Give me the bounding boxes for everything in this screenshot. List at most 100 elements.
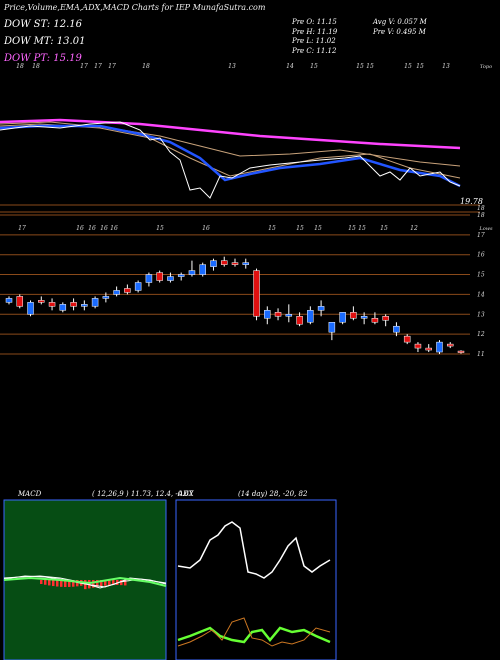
candle-body (350, 312, 357, 319)
adx-line (177, 521, 331, 579)
macd-histogram-bar (84, 580, 87, 590)
macd-histogram-bar (64, 580, 67, 587)
stat-value: 11.12 (316, 46, 337, 55)
candle-body (145, 274, 153, 283)
ema-top-label: 18 (32, 63, 40, 70)
candle-body (91, 298, 99, 307)
ema-top-label: 15 (416, 63, 424, 70)
candle-body (328, 321, 336, 333)
chart-title: Price,Volume,EMA,ADX,MACD Charts for IEP… (4, 3, 266, 12)
dow-mt-value: 13.01 (56, 36, 86, 47)
ema-y-tick: 18 (477, 205, 485, 212)
macd-histogram-bar (44, 580, 47, 585)
candle-body (5, 298, 13, 303)
stat-label: Pre L: (292, 37, 314, 45)
candle-body (38, 300, 45, 303)
ema-top-label: 15 (356, 63, 364, 70)
adx-title: ADX (178, 490, 194, 498)
candle-body (70, 302, 77, 307)
ema-bottom-label: 15 (358, 225, 366, 232)
ema-bottom-label: Lows (478, 226, 493, 232)
ema-top-label: 18 (16, 63, 24, 70)
ema-top-label: 17 (94, 63, 102, 70)
stat-value: 11.15 (316, 18, 337, 26)
macd-histogram-bar (124, 580, 127, 586)
candle-body (382, 316, 389, 321)
ema-bottom-label: 16 (76, 225, 84, 232)
candle-body (16, 296, 24, 307)
macd-panel (3, 499, 167, 660)
stat-pre-high: Pre H: 11.19 (292, 28, 337, 38)
price-y-tick: 14 (477, 291, 485, 298)
adx-background (175, 499, 337, 660)
macd-histogram-bar (60, 580, 63, 587)
stat-value: 0.495 M (396, 27, 426, 36)
price-y-tick: 17 (477, 232, 485, 239)
candle-body (210, 260, 217, 267)
stat-label: Pre C: (292, 46, 315, 55)
price-y-tick: 18 (477, 212, 485, 219)
stat-label: Pre O: (292, 18, 315, 26)
stat-value: 11.19 (317, 27, 338, 36)
dow-pt-value: 15.19 (53, 53, 82, 64)
macd-histogram-bar (120, 580, 123, 586)
macd-title: MACD (18, 490, 42, 498)
ema-bottom-label: 16 (88, 225, 96, 232)
macd-histogram-bar (68, 580, 71, 587)
candle-body (317, 306, 325, 311)
candle-body (264, 310, 271, 319)
ema-short-line (0, 124, 461, 188)
candle-body (403, 335, 411, 343)
stat-avg-volume: Avg V: 0.057 M (373, 18, 427, 28)
candle-body (436, 341, 443, 353)
price-line (0, 121, 461, 199)
price-panel: 18 17 16 15 14 13 12 11 (0, 212, 485, 358)
dow-st-label: DOW ST: (4, 19, 51, 30)
candle-body (134, 282, 142, 291)
adx-panel (175, 499, 337, 660)
price-y-tick: 16 (477, 252, 485, 259)
candle-body (360, 316, 368, 319)
ema-top-label: 13 (228, 63, 236, 70)
macd-histogram-bar (40, 580, 43, 584)
ema-bottom-label: 16 (202, 225, 210, 232)
macd-histogram-bar (48, 580, 51, 586)
ema-bottom-label: 15 (348, 225, 356, 232)
candle-body (167, 276, 174, 281)
stat-pre-close: Pre C: 11.12 (292, 47, 337, 57)
dow-mt: DOW MT: 13.01 (4, 36, 85, 47)
candle-body (393, 325, 400, 333)
ema-bottom-label: 17 (18, 225, 26, 232)
ema-top-label: 15 (404, 63, 412, 70)
plus-di-line (177, 626, 331, 644)
ema-bottom-label: 15 (156, 225, 164, 232)
ema-top-label: 18 (142, 63, 150, 70)
candle-body (296, 316, 303, 325)
macd-histogram-bar (72, 580, 75, 587)
stats-left: Pre O: 11.15 Pre H: 11.19 Pre L: 11.02 P… (292, 18, 337, 56)
ema-bottom-label: 15 (268, 225, 276, 232)
ema-bottom-label: 15 (380, 225, 388, 232)
ema-top-label: 15 (310, 63, 318, 70)
dow-pt-label: DOW PT: (4, 53, 51, 64)
ema-y-tick: 19.78 (460, 197, 483, 206)
candle-body (27, 302, 34, 315)
ema-top-label: 15 (366, 63, 374, 70)
macd-params: ( 12,26,9 ) 11.73, 12.4, -0.67 (92, 490, 194, 498)
candle-body (274, 312, 282, 317)
candle-body (199, 264, 206, 275)
macd-green-line (3, 576, 167, 587)
macd-histogram-bar (96, 580, 99, 587)
candle-body (371, 318, 379, 323)
macd-histogram-bar (56, 580, 59, 587)
price-y-tick: 13 (477, 311, 485, 318)
macd-histogram-bar (92, 580, 95, 588)
stat-pre-open: Pre O: 11.15 (292, 18, 337, 28)
candle-body (81, 304, 88, 307)
ema-top-label: 14 (286, 63, 294, 70)
ema-bottom-label: 15 (314, 225, 322, 232)
ema-bottom-label: 12 (410, 225, 418, 232)
ema-top-label: 13 (442, 63, 450, 70)
macd-histogram-bar (112, 580, 115, 586)
candle-body (242, 262, 250, 265)
